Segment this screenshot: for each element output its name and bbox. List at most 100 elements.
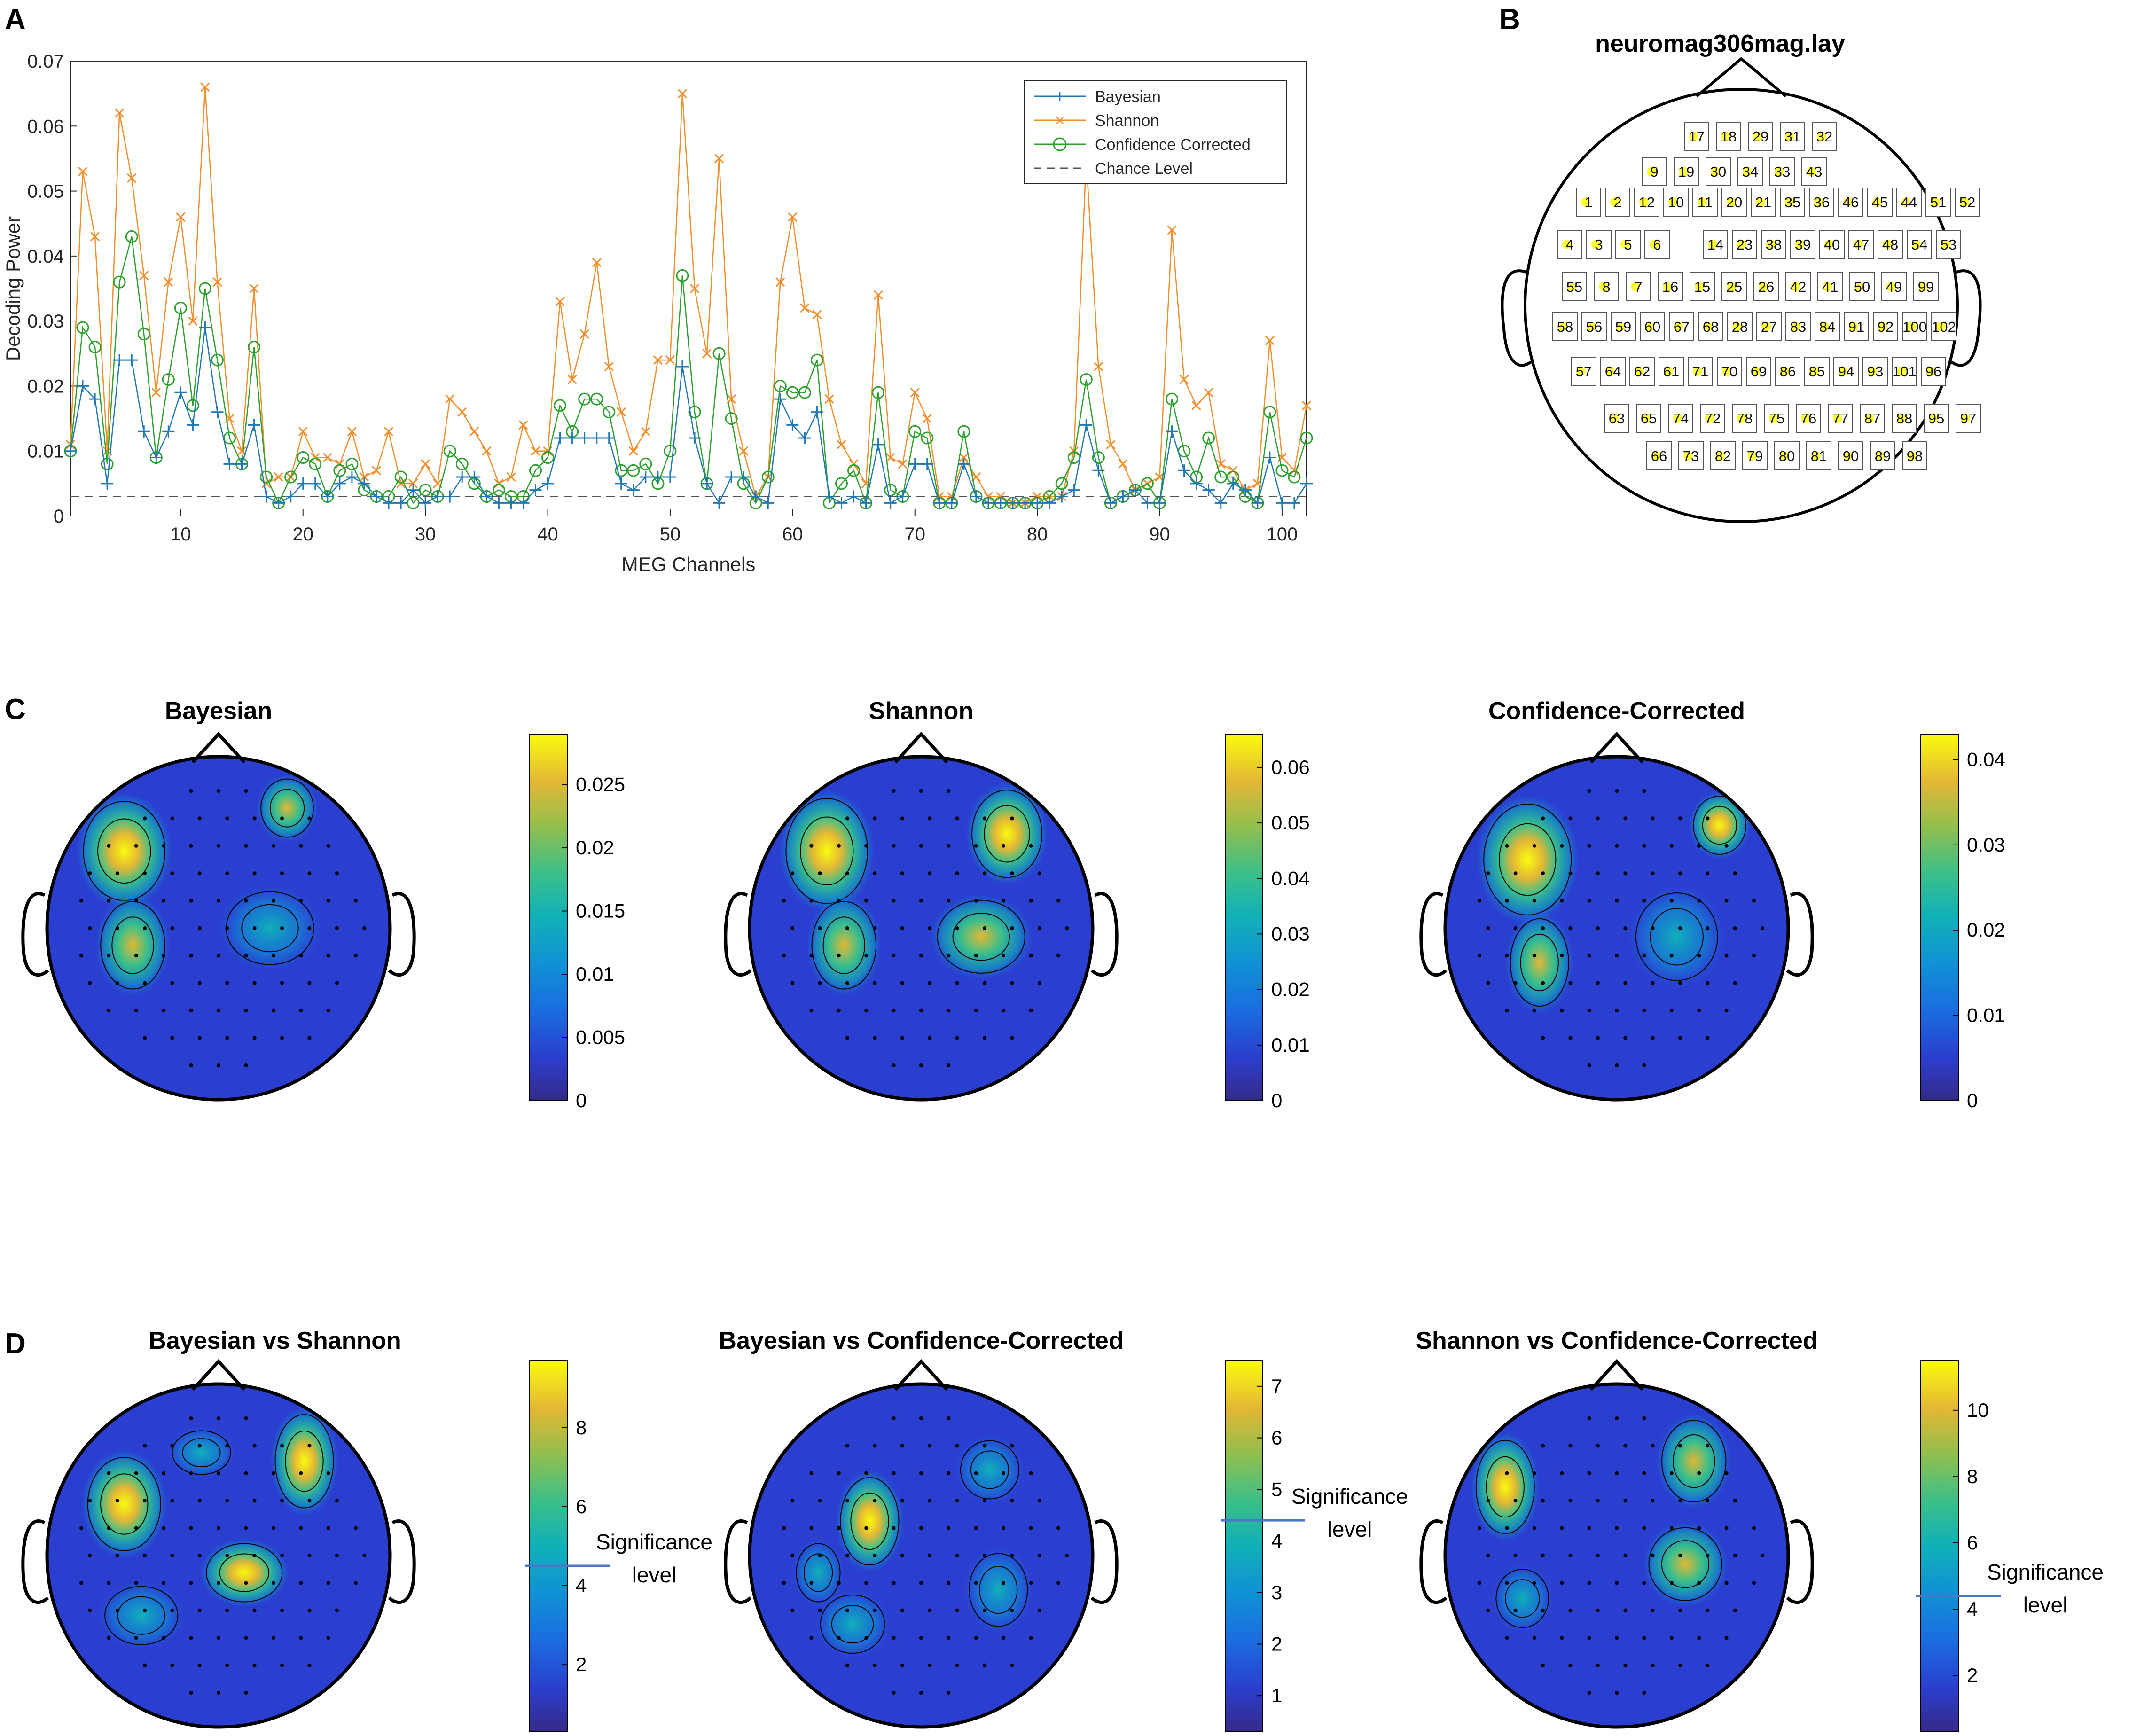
sensor-dot	[955, 1499, 959, 1502]
sensor-dot	[354, 899, 358, 903]
sensor-dot	[88, 871, 92, 875]
sensor-dot	[1623, 1609, 1627, 1612]
sensor-dot	[307, 871, 311, 875]
sensor-dot	[892, 844, 896, 848]
sensor-dot	[217, 1581, 220, 1585]
channel-49: 49	[1882, 273, 1906, 301]
panel-label-d: D	[5, 1328, 26, 1360]
significance-label-line1: Significance	[1291, 1484, 1408, 1509]
sensor-dot	[327, 1581, 330, 1585]
sensor-dot	[170, 981, 174, 985]
sensor-dot	[1056, 1581, 1060, 1585]
topomap-fill	[750, 1384, 1093, 1727]
sensor-dot	[1596, 1036, 1600, 1040]
significance-label-line2: level	[632, 1563, 677, 1587]
channel-label: 16	[1662, 279, 1678, 295]
sensor-dot	[900, 871, 904, 875]
sensor-dot	[1697, 844, 1701, 848]
channel-label: 53	[1941, 236, 1956, 253]
sensor-dot	[299, 1581, 303, 1585]
sensor-layout: neuromag306mag.lay 17 18 29 31 329 19 30 34 33 43…	[1502, 30, 1980, 522]
sensor-dot	[845, 816, 849, 820]
sensor-dot	[143, 1609, 147, 1612]
sensor-dot	[1588, 844, 1591, 848]
sensor-dot	[919, 1691, 923, 1695]
colorbar-tick-label: 0.02	[576, 837, 614, 859]
sensor-dot	[143, 1664, 147, 1667]
sensor-dot	[919, 789, 923, 793]
sensor-dot	[1010, 926, 1014, 930]
sensor-dot	[1514, 1499, 1518, 1502]
sensor-dot	[327, 1009, 330, 1012]
sensor-dot	[1678, 1554, 1682, 1557]
sensor-dot	[1615, 1063, 1619, 1067]
sensor-dot	[928, 871, 931, 875]
channel-label: 34	[1742, 164, 1758, 180]
sensor-dot	[116, 1609, 119, 1612]
channel-12: 12	[1635, 188, 1659, 216]
channel-32: 32	[1812, 122, 1837, 150]
x-tick-label: 40	[537, 524, 558, 545]
sensor-dot	[892, 899, 896, 903]
sensor-dot	[1761, 1554, 1764, 1557]
sensor-dot	[1678, 871, 1682, 875]
channel-label: 99	[1918, 279, 1934, 295]
topomap-fill	[47, 1384, 390, 1727]
sensor-dot	[873, 1499, 876, 1502]
channel-label: 67	[1674, 319, 1690, 335]
sensor-dot	[335, 871, 339, 875]
sensor-dot	[1560, 899, 1564, 903]
sensor-dot	[955, 1554, 959, 1557]
colorbar-gradient	[1921, 1361, 1958, 1732]
channel-93: 93	[1863, 357, 1887, 385]
sensor-dot	[1697, 1526, 1701, 1530]
sensor-dot	[1697, 1009, 1701, 1012]
channel-27: 27	[1757, 313, 1781, 341]
sensor-dot	[845, 1036, 849, 1040]
channel-label: 101	[1892, 363, 1917, 380]
sensor-dot	[1642, 1691, 1646, 1695]
sensor-dot	[217, 1691, 220, 1695]
sensor-dot	[280, 1554, 284, 1557]
sensor-dot	[253, 1444, 257, 1447]
sensor-dot	[919, 899, 923, 903]
sensor-dot	[1568, 1609, 1572, 1612]
channel-76: 76	[1796, 404, 1821, 432]
channel-label: 44	[1901, 194, 1917, 211]
sensor-dot	[1678, 1609, 1682, 1612]
channel-label: 4	[1565, 236, 1573, 253]
sensor-dot	[1533, 899, 1536, 903]
sensor-dot	[1029, 1581, 1033, 1585]
colorbar-tick-label: 2	[576, 1653, 587, 1675]
sensor-dot	[225, 926, 229, 930]
sensor-dot	[253, 1609, 257, 1612]
channel-2: 2	[1605, 188, 1630, 216]
sensor-dot	[955, 871, 959, 875]
sensor-dot	[900, 1036, 904, 1040]
sensor-dot	[1010, 871, 1014, 875]
channel-label: 29	[1753, 128, 1768, 145]
channel-label: 10	[1668, 194, 1684, 211]
colorbar-tick-label: 0.04	[1271, 867, 1310, 889]
channel-91: 91	[1844, 313, 1869, 341]
channel-17: 17	[1684, 122, 1709, 150]
channel-label: 98	[1907, 448, 1923, 464]
channel-53: 53	[1936, 230, 1961, 258]
sensor-dot	[335, 1554, 339, 1557]
channel-label: 82	[1715, 448, 1731, 464]
sensor-dot	[1038, 1499, 1041, 1502]
sensor-dot	[1029, 1636, 1033, 1640]
sensor-dot	[272, 1636, 275, 1640]
colorbar-gradient	[530, 734, 567, 1101]
sensor-dot	[837, 1636, 841, 1640]
sensor-dot	[134, 1581, 138, 1585]
sensor-dot	[1615, 844, 1619, 848]
sensor-dot	[134, 1009, 138, 1012]
sensor-dot	[134, 844, 138, 848]
sensor-dot	[1568, 926, 1572, 930]
sensor-dot	[307, 1036, 311, 1040]
sensor-dot	[1541, 1499, 1545, 1502]
legend-confidence-label: Confidence Corrected	[1095, 136, 1251, 154]
channel-grid: 17 18 29 31 329 19 30 34 33 431 2 12 10 11 20 21 35 36 46 4…	[1553, 122, 1980, 470]
channel-label: 94	[1838, 363, 1854, 380]
